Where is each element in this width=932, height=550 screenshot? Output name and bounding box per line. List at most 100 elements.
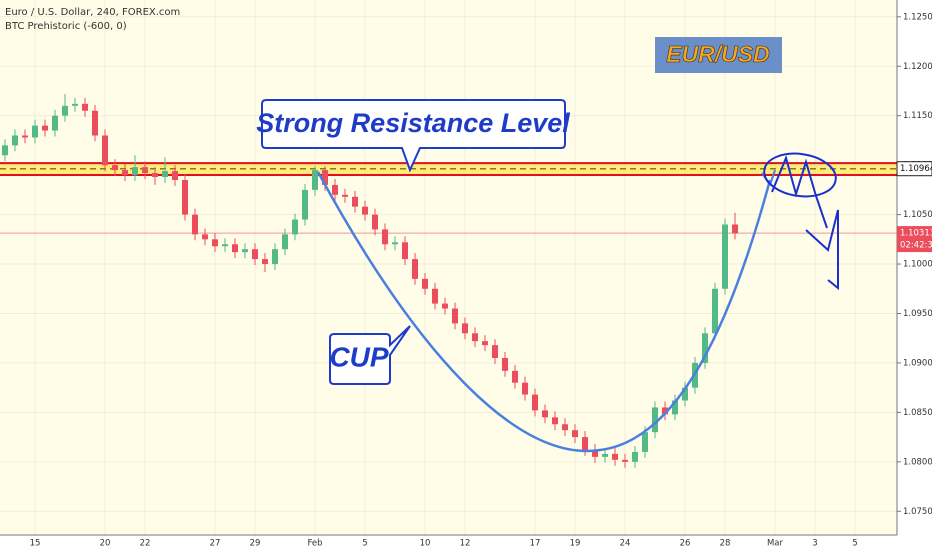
candle-body — [622, 459, 628, 462]
x-tick-label: 24 — [620, 539, 631, 549]
price-axis — [897, 0, 932, 550]
candle-body — [342, 194, 348, 197]
candle-body — [492, 345, 498, 358]
candle-body — [682, 387, 688, 401]
y-tick-label: 1.12000 — [903, 62, 932, 72]
countdown-label: 02:42:39 — [900, 241, 932, 251]
candle-body — [82, 103, 88, 111]
candle-body — [552, 417, 558, 425]
candle-body — [582, 437, 588, 450]
candle-body — [212, 239, 218, 247]
candle-body — [42, 125, 48, 131]
candles — [2, 93, 738, 468]
chart-title: Euro / U.S. Dollar, 240, FOREX.com — [5, 7, 180, 18]
y-tick-label: 1.09000 — [903, 358, 932, 368]
candle-body — [182, 179, 188, 215]
candle-body — [472, 333, 478, 342]
candle-body — [462, 323, 468, 334]
candle-body — [382, 229, 388, 245]
resistance-tag-label: 1.10964 — [900, 164, 932, 174]
x-tick-label: 5 — [852, 539, 857, 549]
candle-body — [62, 105, 68, 116]
pair-box — [655, 37, 782, 73]
candle-body — [502, 357, 508, 371]
projection-arrow — [805, 209, 839, 291]
resistance-tag — [896, 161, 932, 177]
y-tick-label: 1.11500 — [903, 111, 932, 121]
candle-body — [122, 170, 128, 176]
candle-body — [482, 341, 488, 346]
candle-body — [232, 244, 238, 253]
candle-body — [592, 449, 598, 457]
last-price-tag — [897, 226, 932, 253]
candle-body — [192, 214, 198, 235]
projection-zigzag — [771, 154, 828, 229]
candle-body — [132, 167, 138, 176]
candle-body — [262, 259, 268, 265]
candle-body — [562, 424, 568, 431]
candle-body — [202, 234, 208, 240]
y-tick-label: 1.12500 — [903, 12, 932, 22]
candle-body — [662, 407, 668, 415]
axis-labels: 1.07500 1.08000 1.08500 1.09000 1.09500 1.100… — [30, 12, 932, 549]
x-tick-label: 15 — [30, 539, 41, 549]
candle-body — [572, 430, 578, 438]
resistance-band — [0, 162, 897, 234]
candle-body — [282, 234, 288, 250]
x-tick-label: 12 — [460, 539, 471, 549]
cup-callout — [329, 325, 411, 385]
y-tick-label: 1.07500 — [903, 507, 932, 517]
candle-body — [362, 206, 368, 215]
x-tick-label: Feb — [307, 539, 322, 549]
x-tick-label: 10 — [420, 539, 431, 549]
candle-body — [712, 288, 718, 334]
x-tick-label: 22 — [140, 539, 151, 549]
candle-body — [452, 308, 458, 324]
candle-body — [632, 451, 638, 462]
candle-body — [162, 171, 168, 178]
candle-body — [252, 249, 258, 260]
candle-body — [652, 407, 658, 433]
x-tick-label: 27 — [210, 539, 221, 549]
x-tick-label: 19 — [570, 539, 581, 549]
y-tick-label: 1.09500 — [903, 309, 932, 319]
candle-body — [522, 382, 528, 395]
candle-body — [72, 103, 78, 106]
y-tick-label: 1.10500 — [903, 210, 932, 220]
candle-body — [352, 196, 358, 207]
indicator-label: BTC Prehistoric (-600, 0) — [5, 21, 127, 32]
candle-body — [402, 242, 408, 260]
candle-body — [222, 244, 228, 247]
y-tick-label: 1.10000 — [903, 260, 932, 270]
x-tick-label: 3 — [812, 539, 817, 549]
candle-body — [412, 259, 418, 279]
candle-body — [332, 184, 338, 195]
candle-body — [52, 115, 58, 131]
pair-label: EUR/USD — [666, 41, 770, 67]
y-tick-label: 1.08000 — [903, 457, 932, 467]
candle-body — [242, 249, 248, 253]
candle-body — [372, 214, 378, 230]
resistance-label: Strong Resistance Level — [256, 108, 570, 138]
candle-body — [112, 165, 118, 171]
candle-body — [432, 288, 438, 304]
cup-curve — [316, 171, 772, 453]
candle-body — [542, 410, 548, 418]
x-tick-label: 5 — [362, 539, 367, 549]
cup-label: CUP — [329, 341, 388, 372]
candle-body — [422, 278, 428, 289]
candle-body — [612, 453, 618, 460]
candle-body — [532, 394, 538, 411]
candle-body — [2, 145, 8, 156]
candle-body — [312, 170, 318, 190]
candle-body — [22, 135, 28, 138]
candle-body — [642, 432, 648, 452]
resistance-callout — [261, 99, 566, 173]
candle-body — [602, 453, 608, 457]
candle-body — [92, 110, 98, 136]
candle-body — [32, 125, 38, 138]
x-tick-label: Mar — [767, 539, 784, 549]
